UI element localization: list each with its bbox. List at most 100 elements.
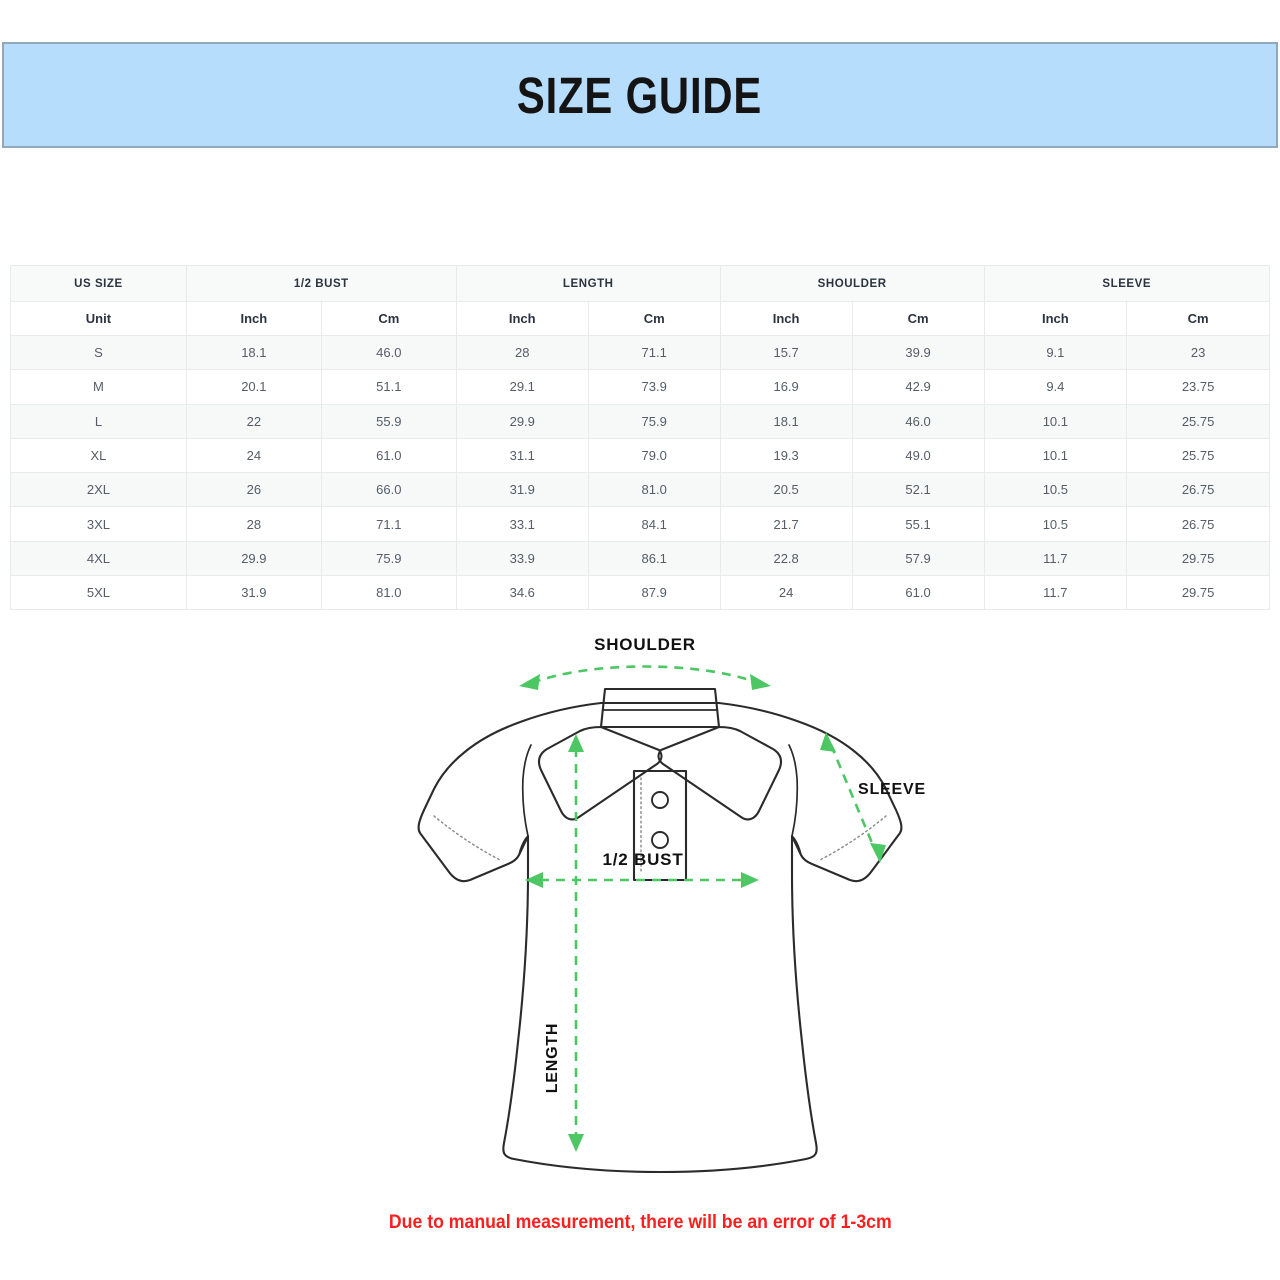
cell-bust-in: 31.9 [185,575,322,611]
cell-shoulder-in: 22.8 [719,540,853,577]
cell-shoulder-in: 20.5 [719,472,853,508]
cell-length-cm: 75.9 [587,403,721,439]
cell-shoulder-cm: 46.0 [851,403,985,439]
sleeve-arrow-head-bottom [870,843,886,863]
cell-length-cm: 84.1 [587,506,721,542]
cell-sleeve-cm: 29.75 [1126,575,1270,611]
cell-sleeve-in: 10.1 [983,403,1128,439]
cell-shoulder-cm: 42.9 [851,369,985,405]
group-header-us-size: US SIZE [10,265,187,302]
cell-sleeve-in: 9.1 [983,334,1128,371]
cell-bust-in: 28 [185,506,322,542]
table-group-header-row: US SIZE 1/2 BUST LENGTH SHOULDER SLEEVE [10,265,1271,302]
placket-button-bottom [651,831,669,849]
cell-length-cm: 86.1 [587,540,721,577]
bust-label: 1/2 BUST [602,850,683,869]
page-title: SIZE GUIDE [517,66,763,124]
measurement-disclaimer: Due to manual measurement, there will be… [0,1212,1280,1234]
cell-size: M [10,369,187,405]
cell-sleeve-cm: 23.75 [1126,369,1270,405]
cell-length-cm: 71.1 [587,334,721,371]
sleeve-label: SLEEVE [858,781,926,798]
table-row: 2XL 26 66.0 31.9 81.0 20.5 52.1 10.5 26.… [10,472,1270,508]
cell-shoulder-cm: 49.0 [851,437,985,474]
cell-sleeve-cm: 25.75 [1126,437,1270,474]
group-header-shoulder: SHOULDER [719,265,985,302]
left-cuff-stitch [433,815,501,861]
cell-length-in: 28 [455,334,589,371]
left-sleeve-seam [518,835,529,856]
bust-arrow-head-left [525,872,543,888]
cell-shoulder-cm: 55.1 [851,506,985,542]
polo-shirt-diagram: SHOULDER SLEEVE 1/2 BUST LENGTH [0,628,1280,1198]
cell-bust-cm: 51.1 [320,369,457,405]
cell-sleeve-in: 10.1 [983,437,1128,474]
cell-length-in: 29.9 [455,403,589,439]
table-unit-header-row: Unit Inch Cm Inch Cm Inch Cm Inch Cm [10,301,1270,336]
cell-sleeve-cm: 29.75 [1126,540,1270,577]
measurement-disclaimer-text: Due to manual measurement, there will be… [388,1212,892,1233]
cell-bust-cm: 66.0 [320,472,457,508]
length-label: LENGTH [544,1023,561,1094]
shoulder-arrow-line [531,665,759,685]
cell-size: XL [10,437,187,474]
bust-arrow-head-right [741,872,759,888]
cell-length-cm: 79.0 [587,437,721,474]
table-row: 4XL 29.9 75.9 33.9 86.1 22.8 57.9 11.7 2… [10,540,1270,577]
table-row: 5XL 31.9 81.0 34.6 87.9 24 61.0 11.7 29.… [10,575,1270,611]
cell-sleeve-in: 11.7 [983,575,1128,611]
cell-shoulder-cm: 39.9 [851,334,985,371]
cell-shoulder-in: 24 [719,575,853,611]
cell-sleeve-in: 10.5 [983,506,1128,542]
shoulder-label: SHOULDER [594,635,696,654]
cell-length-in: 33.9 [455,540,589,577]
cell-sleeve-cm: 26.75 [1126,506,1270,542]
cell-bust-in: 18.1 [185,334,322,371]
cell-length-in: 31.9 [455,472,589,508]
group-header-sleeve: SLEEVE [983,265,1271,302]
table-row: 3XL 28 71.1 33.1 84.1 21.7 55.1 10.5 26.… [10,506,1270,542]
table-row: XL 24 61.0 31.1 79.0 19.3 49.0 10.1 25.7… [10,437,1270,474]
cell-bust-cm: 75.9 [320,540,457,577]
right-armhole-line [788,744,799,837]
shoulder-arrow-head-left [519,674,540,690]
cell-bust-in: 29.9 [185,540,322,577]
unit-header-length-in: Inch [455,301,589,336]
cell-sleeve-in: 11.7 [983,540,1128,577]
cell-shoulder-in: 16.9 [719,369,853,405]
cell-sleeve-in: 9.4 [983,369,1128,405]
length-arrow-head-bottom [568,1134,584,1152]
placket-button-top [651,791,669,809]
cell-bust-in: 20.1 [185,369,322,405]
table-row: L 22 55.9 29.9 75.9 18.1 46.0 10.1 25.75 [10,403,1270,439]
cell-size: S [10,334,187,371]
cell-size: 2XL [10,472,187,508]
unit-header-bust-cm: Cm [320,301,457,336]
cell-shoulder-in: 19.3 [719,437,853,474]
cell-bust-in: 26 [185,472,322,508]
group-header-length: LENGTH [455,265,721,302]
table-row: S 18.1 46.0 28 71.1 15.7 39.9 9.1 23 [10,334,1270,371]
table-row: M 20.1 51.1 29.1 73.9 16.9 42.9 9.4 23.7… [10,369,1270,405]
cell-length-in: 34.6 [455,575,589,611]
cell-bust-in: 24 [185,437,322,474]
cell-shoulder-cm: 57.9 [851,540,985,577]
shoulder-arrow-head-right [750,674,771,690]
cell-size: 5XL [10,575,187,611]
cell-bust-cm: 46.0 [320,334,457,371]
unit-header-unit: Unit [10,301,187,336]
cell-bust-cm: 81.0 [320,575,457,611]
right-sleeve-seam [791,835,802,856]
cell-bust-cm: 71.1 [320,506,457,542]
cell-length-cm: 87.9 [587,575,721,611]
cell-bust-cm: 55.9 [320,403,457,439]
size-table-container: US SIZE 1/2 BUST LENGTH SHOULDER SLEEVE … [10,265,1271,611]
size-table: US SIZE 1/2 BUST LENGTH SHOULDER SLEEVE … [10,265,1271,611]
collar-right-wing [657,725,783,821]
sleeve-arrow-line [829,744,877,851]
unit-header-sleeve-cm: Cm [1126,301,1270,336]
cell-bust-in: 22 [185,403,322,439]
cell-shoulder-cm: 61.0 [851,575,985,611]
unit-header-bust-in: Inch [185,301,322,336]
